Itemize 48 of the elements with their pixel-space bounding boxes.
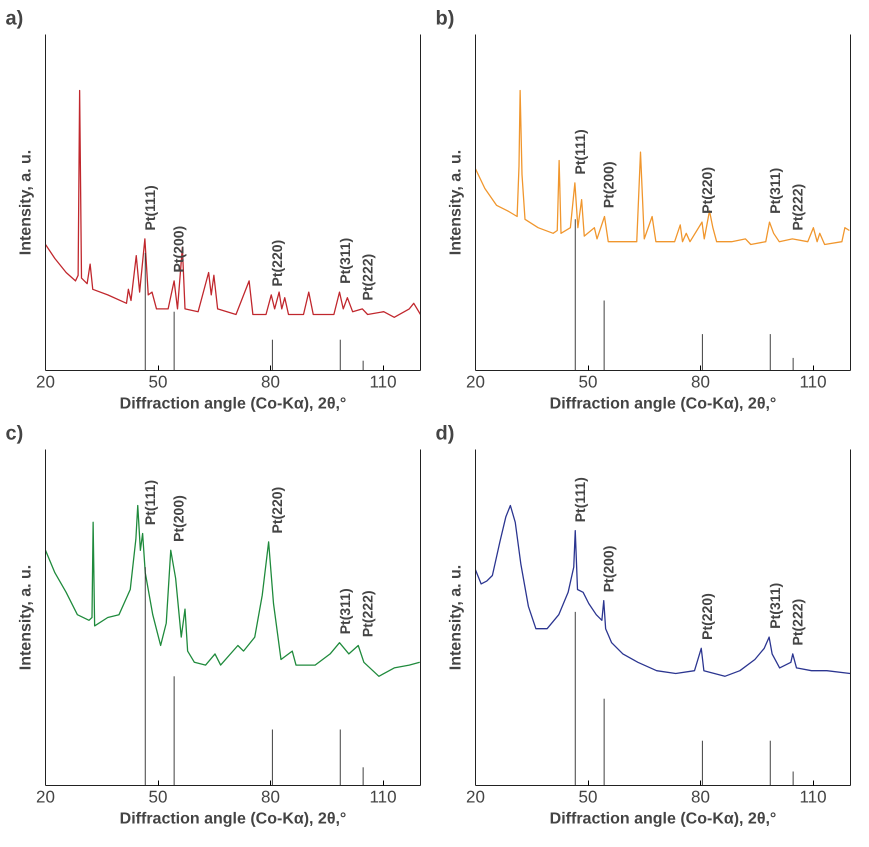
annotation: Pt(200) [170, 495, 187, 542]
annotation: Pt(200) [600, 161, 617, 208]
x-tick-label: 110 [799, 788, 827, 806]
x-tick-label: 80 [261, 788, 280, 806]
chart-title: c) [6, 422, 24, 444]
x-tick-label: 50 [578, 372, 598, 392]
x-tick-label: 20 [466, 788, 485, 806]
x-tick-label: 50 [148, 788, 168, 806]
x-tick-label: 110 [799, 372, 827, 392]
annotation: Pt(222) [790, 184, 806, 230]
annotation: Pt(111) [572, 129, 588, 174]
annotation: Pt(222) [360, 590, 376, 638]
annotation: Pt(200) [600, 546, 617, 592]
x-tick-label: 110 [369, 372, 397, 392]
x-axis-title: Diffraction angle (Co-Kα), 2θ,° [550, 810, 776, 828]
chart-title: a) [6, 8, 24, 30]
annotation: Pt(111) [142, 185, 158, 230]
x-axis-title: Diffraction angle (Co-Kα), 2θ,° [120, 396, 346, 412]
annotation: Pt(222) [790, 598, 806, 646]
annotation: Pt(220) [698, 167, 715, 214]
annotation: Pt(222) [360, 254, 376, 300]
annotation: Pt(220) [268, 486, 285, 534]
annotation: Pt(200) [170, 226, 187, 272]
annotation: Pt(311) [336, 238, 353, 284]
x-tick-label: 80 [261, 372, 280, 392]
annotation: Pt(311) [336, 588, 353, 634]
x-axis-title: Diffraction angle (Co-Kα), 2θ,° [120, 810, 346, 828]
y-axis-title: Intensity, a. u. [18, 564, 34, 670]
annotation: Pt(111) [142, 480, 158, 526]
x-axis-title: Diffraction angle (Co-Kα), 2θ,° [550, 396, 776, 412]
y-axis-title: Intensity, a. u. [18, 150, 34, 256]
chart-title: d) [436, 422, 454, 444]
x-tick-label: 110 [369, 788, 397, 806]
annotation: Pt(220) [268, 240, 285, 286]
y-axis-title: Intensity, a. u. [448, 564, 464, 670]
y-axis-title: Intensity, a. u. [448, 150, 464, 256]
x-tick-label: 20 [36, 372, 55, 392]
x-tick-label: 50 [148, 372, 168, 392]
annotation: Pt(111) [572, 477, 588, 522]
annotation: Pt(220) [698, 593, 715, 640]
x-tick-label: 80 [691, 372, 710, 392]
annotation: Pt(311) [766, 168, 783, 214]
x-tick-label: 20 [466, 372, 485, 392]
annotation: Pt(311) [766, 582, 783, 629]
x-tick-label: 20 [36, 788, 55, 806]
x-tick-label: 50 [578, 788, 598, 806]
x-tick-label: 80 [691, 788, 710, 806]
chart-title: b) [436, 8, 454, 30]
